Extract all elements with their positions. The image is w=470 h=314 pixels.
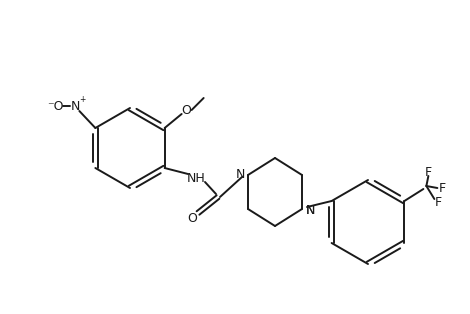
Text: +: + [79, 95, 86, 104]
Text: ⁻O: ⁻O [47, 100, 63, 112]
Text: N: N [70, 100, 80, 112]
Text: N: N [235, 167, 245, 181]
Text: O: O [182, 104, 192, 116]
Text: O: O [187, 213, 197, 225]
Text: N: N [306, 203, 315, 216]
Text: F: F [435, 196, 442, 208]
Text: F: F [439, 181, 446, 194]
Text: N: N [306, 203, 315, 216]
Text: NH: NH [187, 171, 205, 185]
Text: F: F [425, 165, 432, 178]
